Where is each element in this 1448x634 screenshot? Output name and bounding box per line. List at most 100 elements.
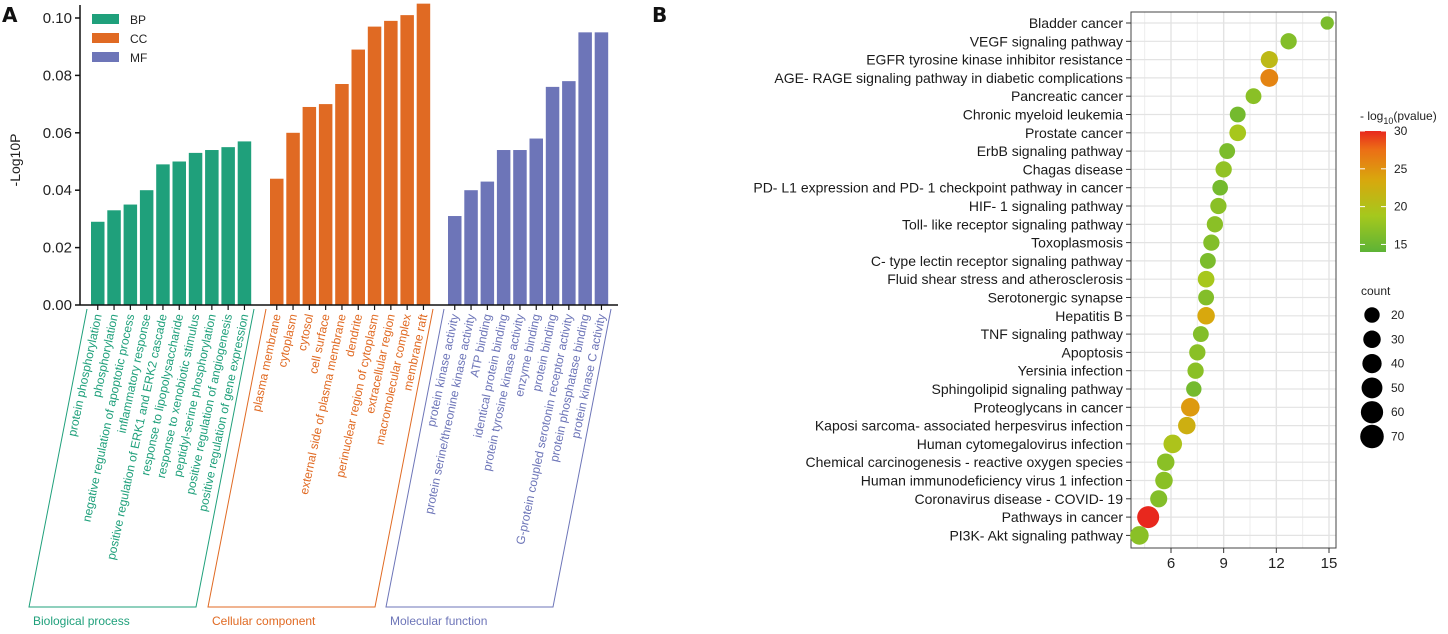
- pathway-label: Kaposi sarcoma- associated herpesvirus i…: [815, 418, 1123, 434]
- category-labels: protein phosphorylationphosphorylationne…: [65, 312, 608, 561]
- colorbar-tick-label: 15: [1394, 237, 1408, 251]
- bar-bp: [107, 210, 121, 305]
- points: [1130, 16, 1334, 545]
- point: [1206, 216, 1224, 233]
- size-legend-label: 40: [1391, 357, 1405, 371]
- size-legend-label: 30: [1391, 332, 1405, 346]
- colorbar: [1360, 131, 1386, 252]
- pathway-label: Fluid shear stress and atherosclerosis: [887, 271, 1123, 287]
- pathway-label: Chagas disease: [1023, 161, 1124, 177]
- y-tick-label: 0.00: [43, 297, 72, 314]
- pathway-label: PI3K- Akt signaling pathway: [949, 527, 1123, 543]
- panel-letter-a: A: [2, 3, 18, 27]
- point: [1245, 88, 1262, 105]
- point: [1219, 143, 1236, 160]
- bar-mf: [496, 150, 511, 305]
- pathway-label: ErbB signaling pathway: [977, 143, 1123, 159]
- point: [1189, 344, 1206, 361]
- pathway-label: Yersinia infection: [1018, 363, 1123, 379]
- group-bracket-bp: [28, 308, 255, 608]
- bar-cc: [367, 26, 382, 306]
- size-legend-dot: [1363, 330, 1381, 349]
- pathway-label: TNF signaling pathway: [981, 326, 1123, 342]
- bar-cc: [400, 15, 414, 305]
- bar-cc: [335, 84, 349, 305]
- point: [1187, 362, 1204, 379]
- color-legend-title: - log10(pvalue): [1360, 109, 1437, 126]
- point: [1199, 252, 1216, 269]
- bar-cc: [270, 178, 284, 305]
- y-axis: 0.00 0.02 0.04 0.06 0.08 0.10: [43, 5, 81, 314]
- bar-bp: [139, 190, 154, 305]
- pathway-label: Toll- like receptor signaling pathway: [902, 216, 1123, 232]
- plot-border: [1130, 11, 1337, 549]
- bar-bp: [172, 161, 186, 305]
- pathway-label: Pathways in cancer: [1002, 509, 1124, 525]
- point: [1163, 434, 1183, 454]
- legend-label-bp: BP: [130, 13, 146, 27]
- pathway-label: Chronic myeloid leukemia: [963, 107, 1124, 123]
- point: [1198, 289, 1215, 306]
- panel-b-kegg-bubble-chart: B Bladder cancer VEGF signaling pathway EG…: [652, 3, 1437, 572]
- bar-mf: [480, 181, 495, 305]
- bars: [91, 3, 609, 306]
- bar-mf: [448, 216, 462, 305]
- pathway-label: Bladder cancer: [1029, 15, 1124, 31]
- y-tick-label: 0.04: [43, 182, 72, 199]
- bar-mf: [545, 86, 560, 305]
- bar-cc: [286, 132, 300, 305]
- pathway-label: Pancreatic cancer: [1011, 88, 1123, 104]
- bar-bp: [205, 150, 219, 305]
- pathway-label: PD- L1 expression and PD- 1 checkpoint p…: [753, 180, 1123, 196]
- point: [1215, 161, 1232, 178]
- colorbar-tick-label: 30: [1394, 124, 1408, 138]
- group-brackets: Biological process Cellular component Mole…: [28, 308, 612, 628]
- size-legend-title: count: [1361, 284, 1391, 298]
- group-label-cc: Cellular component: [212, 614, 316, 628]
- point: [1137, 506, 1160, 529]
- size-legend-label: 70: [1391, 430, 1405, 444]
- point: [1186, 381, 1202, 397]
- size-legend-label: 20: [1391, 308, 1405, 322]
- y-tick-label: 0.10: [43, 10, 72, 27]
- pathway-labels: Bladder cancer VEGF signaling pathway EGFR…: [753, 15, 1131, 543]
- legend-swatch-mf: [92, 52, 119, 62]
- y-tick-label: 0.06: [43, 125, 72, 142]
- bar-bp: [91, 221, 105, 305]
- y-tick-label: 0.02: [43, 240, 72, 257]
- bar-bp: [221, 147, 235, 305]
- bar-mf: [578, 32, 592, 305]
- size-legend-label: 60: [1391, 405, 1405, 419]
- pathway-label: EGFR tyrosine kinase inhibitor resistanc…: [866, 52, 1123, 68]
- bar-cc: [318, 104, 333, 305]
- pathway-label: HIF- 1 signaling pathway: [969, 198, 1123, 214]
- group-label-bp: Biological process: [33, 614, 130, 628]
- point: [1181, 398, 1200, 417]
- y-axis-title: -Log10P: [7, 134, 23, 187]
- pathway-label: AGE- RAGE signaling pathway in diabetic …: [774, 70, 1123, 86]
- x-axis: [80, 304, 618, 310]
- pathway-label: Proteoglycans in cancer: [974, 399, 1124, 415]
- bar-bp: [188, 152, 203, 305]
- point: [1280, 33, 1297, 50]
- legend-swatch-cc: [92, 33, 119, 43]
- pathway-label: Human immunodeficiency virus 1 infection: [861, 473, 1123, 489]
- x-tick-label: 9: [1219, 555, 1227, 572]
- bar-cc: [384, 20, 398, 306]
- pathway-label: Toxoplasmosis: [1031, 235, 1123, 251]
- size-legend-dot: [1360, 401, 1384, 424]
- point: [1192, 326, 1209, 343]
- x-tick-label: 12: [1268, 555, 1285, 572]
- panel-a-go-bar-chart: A -Log10P 0.00 0.02 0.04 0.06 0.08 0.10 prote…: [2, 3, 618, 628]
- group-bracket-mf: [385, 308, 612, 608]
- group-bracket-cc: [207, 308, 434, 608]
- point: [1150, 490, 1168, 508]
- bar-mf: [529, 138, 543, 305]
- pathway-label: VEGF signaling pathway: [970, 33, 1123, 49]
- point: [1260, 51, 1278, 69]
- pathway-label: Sphingolipid signaling pathway: [932, 381, 1123, 397]
- x-tick-label: 6: [1167, 555, 1175, 572]
- point: [1156, 453, 1175, 471]
